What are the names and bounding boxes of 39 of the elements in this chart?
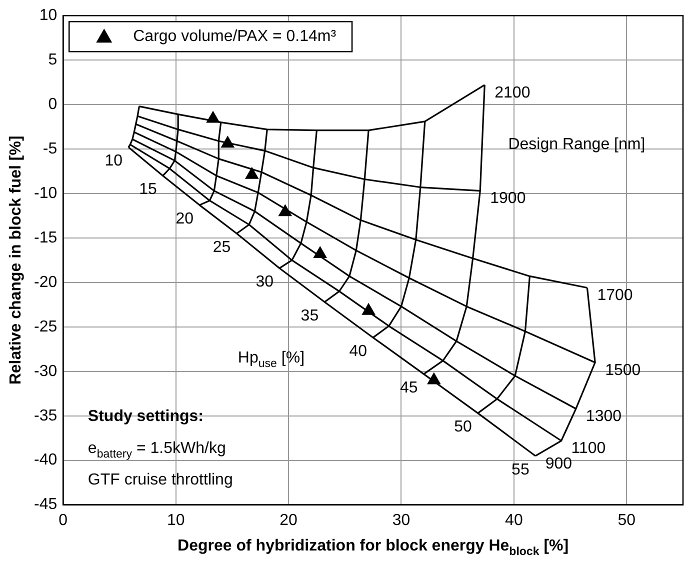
series-label: 1100 bbox=[571, 440, 606, 458]
annotation: Study settings: bbox=[88, 408, 204, 426]
series-label: 1500 bbox=[605, 362, 641, 379]
series-label: 25 bbox=[212, 238, 231, 256]
series-label: 40 bbox=[349, 342, 368, 360]
y-tick-label: -45 bbox=[34, 496, 58, 514]
y-tick-label: -25 bbox=[34, 318, 58, 336]
y-tick-label: -35 bbox=[34, 407, 58, 424]
series-label: 50 bbox=[454, 418, 472, 436]
y-tick-label: -10 bbox=[34, 184, 58, 202]
y-tick-label: -20 bbox=[34, 274, 58, 291]
x-tick-label: 40 bbox=[505, 512, 523, 529]
series-label: 35 bbox=[300, 307, 319, 324]
legend-label: Cargo volume/PAX = 0.14m³ bbox=[133, 28, 337, 46]
x-tick-label: 50 bbox=[618, 512, 636, 529]
y-tick-label: -40 bbox=[34, 452, 58, 469]
annotation: Design Range [nm] bbox=[508, 136, 646, 154]
x-tick-label: 20 bbox=[280, 512, 298, 529]
y-tick-label: 0 bbox=[48, 96, 58, 113]
x-tick-label: 30 bbox=[392, 512, 410, 529]
series-label: 900 bbox=[545, 455, 572, 472]
y-axis-title: Relative change in block fuel [%] bbox=[7, 136, 24, 385]
y-tick-label: -15 bbox=[34, 229, 58, 246]
annotation: GTF cruise throttling bbox=[88, 472, 233, 489]
y-tick-label: -5 bbox=[42, 140, 58, 158]
series-label: 1700 bbox=[597, 287, 633, 304]
series-label: 2100 bbox=[494, 84, 530, 102]
y-tick-label: 10 bbox=[39, 7, 58, 24]
series-label: 55 bbox=[512, 461, 530, 478]
series-label: 10 bbox=[104, 152, 123, 170]
x-tick-label: 10 bbox=[166, 512, 185, 529]
series-label: 1300 bbox=[586, 408, 622, 426]
series-label: 15 bbox=[139, 181, 157, 198]
y-tick-label: -30 bbox=[34, 362, 58, 380]
series-label: 45 bbox=[400, 379, 418, 396]
series-label: 1900 bbox=[490, 190, 526, 208]
series-label: 30 bbox=[256, 274, 274, 291]
y-tick-label: 5 bbox=[48, 51, 58, 68]
series-label: 20 bbox=[176, 210, 194, 228]
